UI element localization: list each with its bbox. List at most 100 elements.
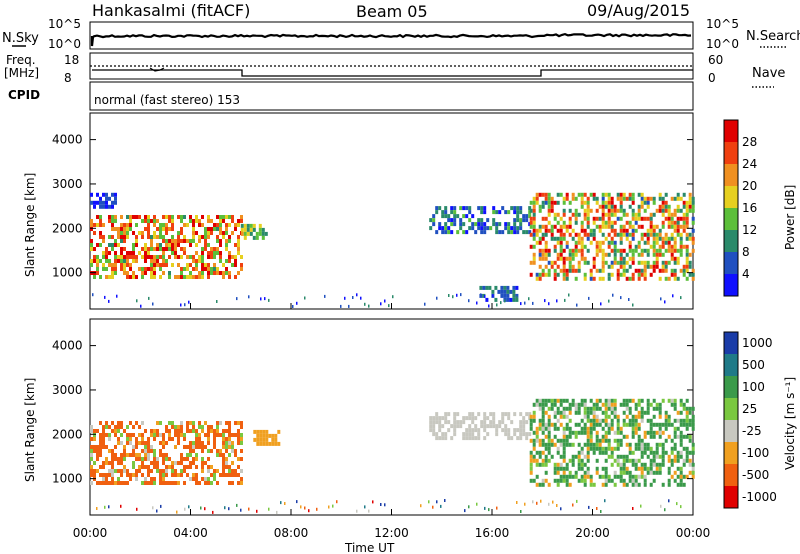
velocity-echo-3-515: [652, 422, 656, 427]
power-echo-0-388: [219, 243, 222, 247]
velocity-echo-3-165: [568, 410, 572, 415]
velocity-echo-0-198: [156, 421, 159, 425]
power-echo-5-43: [538, 272, 542, 277]
velocity-echo-3-585: [673, 398, 677, 403]
power-echo-0-100: [123, 259, 126, 263]
nave-tick-bottom: 0: [708, 71, 716, 85]
power-echo-0-356: [207, 275, 210, 279]
power-echo-0-340: [204, 239, 207, 243]
power-echo-5-120: [559, 232, 563, 237]
power-echo-5-206: [580, 248, 584, 253]
velocity-echo-0-200: [156, 433, 159, 437]
power-echo-1-18: [111, 192, 114, 197]
power-echo-5-443: [640, 224, 644, 229]
velocity-echo-0-208: [159, 449, 162, 453]
power-echo-0-179: [150, 259, 153, 263]
power-echo-0-192: [153, 263, 156, 267]
velocity-echo-3-486: [643, 478, 647, 483]
power-echo-5-567: [670, 244, 674, 249]
velocity-echo-3-298: [601, 426, 605, 431]
velocity-echo-0-424: [234, 453, 237, 457]
power-speckle: [92, 293, 94, 297]
velocity-echo-3-266: [592, 422, 596, 427]
power-echo-0-159: [144, 255, 147, 259]
power-echo-5-183: [574, 248, 578, 253]
velocity-echo-0-161: [144, 429, 147, 433]
velocity-speckle: [668, 499, 670, 503]
velocity-echo-0-384: [222, 445, 225, 449]
power-echo-5-603: [679, 216, 683, 221]
velocity-echo-3-50: [541, 414, 545, 419]
power-echo-0-398: [222, 271, 225, 275]
power-echo-3-79: [495, 210, 499, 215]
power-echo-5-539: [664, 216, 668, 221]
power-echo-0-174: [150, 235, 153, 239]
power-echo-5-468: [646, 232, 650, 237]
power-echo-5-248: [592, 256, 596, 261]
power-speckle: [216, 300, 218, 303]
power-echo-0-83: [120, 227, 123, 231]
velocity-echo-0-23: [96, 453, 99, 457]
power-echo-5-179: [574, 220, 578, 225]
velocity-echo-0-213: [159, 481, 162, 485]
velocity-echo-3-526: [655, 422, 659, 427]
power-echo-5-93: [550, 264, 554, 269]
power-echo-0-52: [108, 275, 111, 279]
power-echo-5-379: [622, 272, 626, 277]
power-echo-5-112: [556, 252, 560, 257]
power-echo-5-585: [673, 268, 677, 273]
power-speckle: [632, 303, 634, 307]
power-echo-5-298: [607, 192, 611, 197]
velocity-echo-0-295: [189, 461, 192, 465]
power-echo-5-458: [643, 260, 647, 265]
power-echo-5-374: [622, 248, 626, 253]
power-echo-5-55: [541, 268, 545, 273]
velocity-echo-0-24: [96, 457, 99, 461]
velocity-echo-0-372: [216, 453, 219, 457]
freq-label-1: Freq.: [6, 53, 36, 67]
power-echo-5-411: [631, 236, 635, 241]
power-echo-5-127: [559, 268, 563, 273]
velocity-echo-0-18: [93, 473, 96, 477]
velocity-echo-2-29: [447, 420, 451, 425]
power-echo-5-455: [643, 232, 647, 237]
velocity-echo-3-235: [586, 426, 590, 431]
power-echo-3-19: [444, 226, 448, 231]
velocity-echo-0-359: [213, 429, 216, 433]
power-echo-5-593: [676, 220, 680, 225]
velocity-speckle: [604, 499, 606, 503]
velocity-echo-0-382: [222, 437, 225, 441]
velocity-echo-3-322: [604, 478, 608, 483]
power-echo-5-517: [658, 248, 662, 253]
velocity-echo-3-86: [547, 450, 551, 455]
velocity-echo-0-146: [138, 441, 141, 445]
power-echo-5-490: [652, 232, 656, 237]
velocity-echo-0-317: [195, 477, 198, 481]
power-echo-3-49: [468, 210, 472, 215]
power-echo-5-202: [580, 228, 584, 233]
power-echo-0-160: [144, 259, 147, 263]
velocity-echo-2-27: [444, 436, 448, 441]
power-echo-5-559: [667, 276, 671, 281]
power-echo-0-425: [234, 227, 237, 231]
power-echo-5-396: [628, 240, 632, 245]
velocity-echo-3-456: [637, 438, 641, 443]
power-echo-0-417: [228, 271, 231, 275]
power-speckle: [104, 295, 106, 299]
velocity-echo-3-387: [622, 418, 626, 423]
velocity-echo-0-254: [174, 469, 177, 473]
velocity-echo-0-360: [213, 433, 216, 437]
power-speckle: [628, 298, 630, 301]
power-echo-5-450: [640, 272, 644, 277]
velocity-echo-0-214: [162, 433, 165, 437]
power-echo-5-117: [559, 216, 563, 221]
power-echo-0-30: [99, 259, 102, 263]
power-echo-5-33: [538, 204, 542, 209]
power-echo-5-315: [610, 200, 614, 205]
velocity-echo-0-392: [225, 429, 228, 433]
power-echo-0-401: [225, 223, 228, 227]
power-echo-0-403: [225, 231, 228, 235]
velocity-echo-0-405: [228, 437, 231, 441]
power-echo-5-497: [652, 264, 656, 269]
power-echo-5-502: [655, 236, 659, 241]
